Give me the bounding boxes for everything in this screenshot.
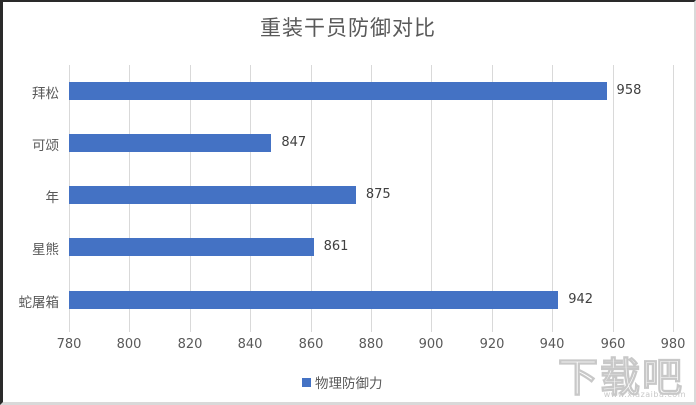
data-label: 875 [365,187,391,202]
x-tick [129,327,130,332]
x-tick [250,327,251,332]
gridline [371,65,372,327]
gridline [673,65,674,327]
x-tick [311,327,312,332]
category-label: 年 [45,190,60,206]
legend: 物理防御力 [302,372,383,392]
legend-label: 物理防御力 [315,376,383,392]
x-tick [69,327,70,332]
category-label: 可颂 [32,138,59,154]
gridline [552,65,553,327]
x-tick [190,327,191,332]
gridline [613,65,614,327]
x-tick-label: 860 [298,337,324,352]
x-tick [431,327,432,332]
data-label: 847 [281,135,307,150]
gridline [431,65,432,327]
category-label: 星熊 [32,242,59,258]
bar [69,238,314,256]
category-label: 拜松 [32,86,59,102]
category-label: 蛇屠箱 [18,295,60,311]
x-tick-label: 900 [418,337,444,352]
bar [69,186,356,204]
x-tick-label: 780 [56,337,82,352]
data-label: 958 [616,83,642,98]
x-tick [613,327,614,332]
x-tick-label: 940 [539,337,565,352]
legend-swatch-icon [302,377,311,387]
data-label: 861 [323,239,349,254]
x-tick-label: 960 [600,337,626,352]
watermark-logo: 下载吧 [558,355,684,402]
x-tick [552,327,553,332]
data-label: 942 [568,292,594,307]
x-tick-label: 980 [660,337,686,352]
x-tick-label: 820 [177,337,203,352]
bar [69,291,559,309]
x-tick [673,327,674,332]
x-tick [371,327,372,332]
x-tick-label: 840 [237,337,263,352]
x-tick [492,327,493,332]
bar [69,82,607,100]
x-tick-label: 920 [479,337,505,352]
bar [69,134,272,152]
chart-title: 重装干员防御对比 [260,16,436,40]
gridline [492,65,493,327]
watermark-url: www.xiazaiba.com [603,390,686,399]
x-tick-label: 800 [116,337,142,352]
x-tick-label: 880 [358,337,384,352]
